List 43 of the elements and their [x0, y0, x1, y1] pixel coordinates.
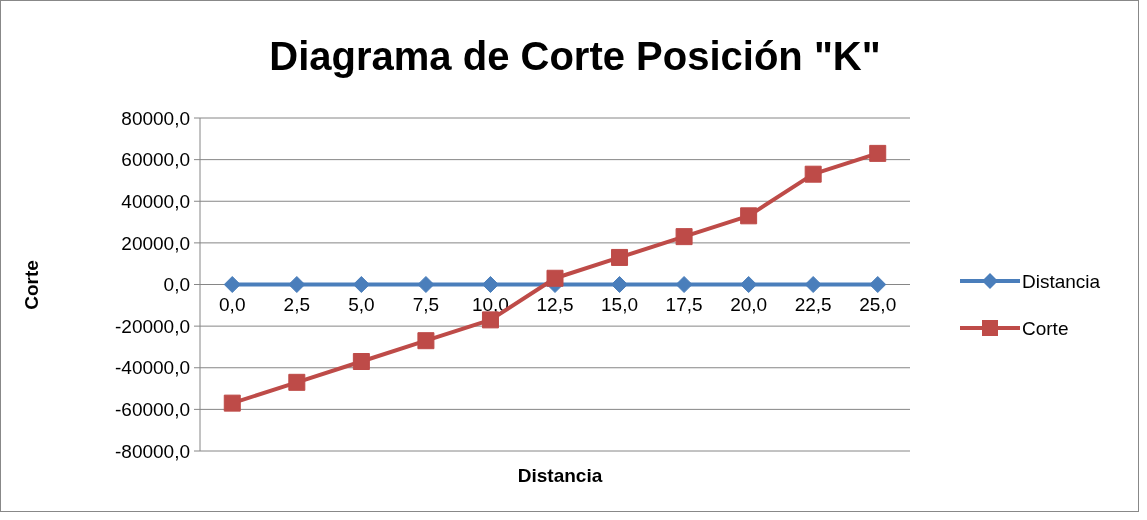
y-tick-label: -60000,0: [114, 399, 190, 421]
point: [481, 311, 499, 329]
y-tick-label: -20000,0: [114, 315, 190, 337]
point: [546, 269, 564, 287]
x-tick-label: 22,5: [794, 293, 832, 315]
point: [352, 353, 370, 371]
point: [288, 373, 306, 391]
x-tick-label: 0,0: [219, 293, 246, 315]
point: [869, 276, 887, 293]
point: [223, 394, 241, 412]
point: [417, 276, 435, 293]
point: [740, 207, 758, 225]
point: [675, 276, 693, 293]
point: [352, 276, 370, 293]
y-tick-label: -40000,0: [114, 357, 190, 379]
y-tick-label: 0,0: [163, 274, 190, 296]
y-tick-label: 20000,0: [121, 232, 190, 254]
point: [740, 276, 758, 293]
y-tick-label: -80000,0: [114, 440, 190, 462]
x-tick-label: 25,0: [859, 293, 897, 315]
point: [675, 228, 693, 246]
legend-label: Corte: [1022, 317, 1069, 339]
point: [611, 248, 629, 266]
x-tick-label: 17,5: [665, 293, 703, 315]
point: [288, 276, 306, 293]
x-tick-label: 5,0: [348, 293, 375, 315]
point: [804, 165, 822, 183]
y-tick-label: 80000,0: [121, 107, 190, 129]
x-tick-label: 7,5: [412, 293, 440, 315]
point: [869, 144, 887, 162]
x-tick-label: 20,0: [730, 293, 768, 315]
x-tick-label: 15,0: [601, 293, 639, 315]
x-tick-label: 2,5: [283, 293, 311, 315]
x-axis-title: Distancia: [517, 465, 603, 486]
y-tick-label: 60000,0: [121, 149, 190, 171]
y-tick-label: 40000,0: [121, 190, 190, 212]
y-axis-title: Corte: [21, 260, 42, 310]
legend-label: Distancia: [1022, 270, 1101, 292]
point: [417, 332, 435, 350]
point: [804, 276, 822, 293]
chart-title: Diagrama de Corte Posición "K": [269, 34, 881, 78]
x-tick-label: 12,5: [536, 293, 574, 315]
point: [223, 276, 241, 293]
